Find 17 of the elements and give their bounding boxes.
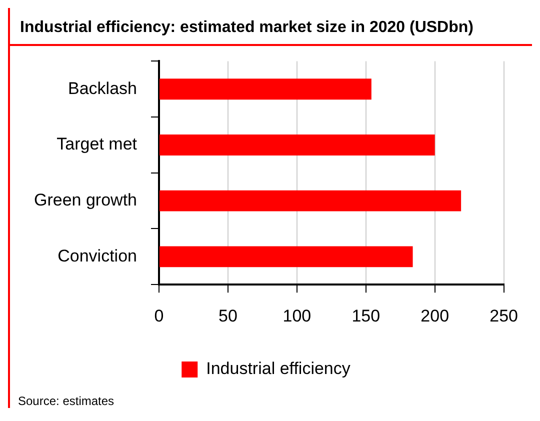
chart-title: Industrial efficiency: estimated market size in 2020 (USDbn) xyxy=(20,19,474,36)
x-tick-label: 200 xyxy=(420,306,450,326)
source-note: Source: estimates xyxy=(17,393,116,408)
x-tick-label: 150 xyxy=(352,306,380,326)
legend-label: Industrial efficiency xyxy=(206,359,351,378)
bar xyxy=(159,190,462,212)
y-tick-label: Conviction xyxy=(58,246,137,266)
y-tick-label: Backlash xyxy=(68,78,137,98)
bar xyxy=(159,78,372,100)
bar xyxy=(159,134,435,156)
x-tick-label: 50 xyxy=(218,306,238,326)
x-tick-label: 100 xyxy=(282,306,312,326)
x-tick-label: 250 xyxy=(490,306,518,326)
x-tick-label: 0 xyxy=(154,306,164,326)
y-tick-label: Target met xyxy=(56,134,138,154)
bar xyxy=(159,246,413,268)
y-tick-label: Green growth xyxy=(34,190,137,210)
